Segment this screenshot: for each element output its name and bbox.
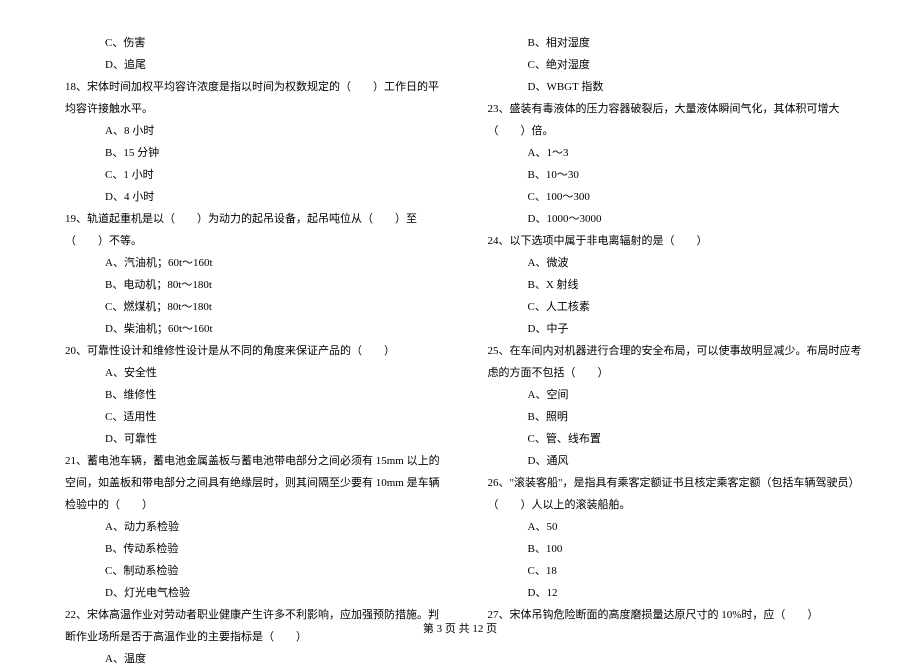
q22-option-a: A、温度 [55,648,443,670]
q25-option-a: A、空间 [478,384,866,406]
q22-option-d: D、WBGT 指数 [478,76,866,98]
q22-option-c: C、绝对湿度 [478,54,866,76]
q19-option-d: D、柴油机；60t～160t [55,318,443,340]
q22-option-b: B、相对湿度 [478,32,866,54]
q23-option-b: B、10～30 [478,164,866,186]
q20-option-b: B、维修性 [55,384,443,406]
q18-option-c: C、1 小时 [55,164,443,186]
q20-text: 20、可靠性设计和维修性设计是从不同的角度来保证产品的（ ） [55,340,443,362]
q23-text: 23、盛装有毒液体的压力容器破裂后，大量液体瞬间气化，其体积可增大（ ）倍。 [478,98,866,142]
q18-option-b: B、15 分钟 [55,142,443,164]
q24-option-d: D、中子 [478,318,866,340]
q25-option-b: B、照明 [478,406,866,428]
left-column: C、伤害 D、追尾 18、宋体时间加权平均容许浓度是指以时间为权数规定的（ ）工… [55,32,443,670]
q20-option-a: A、安全性 [55,362,443,384]
q26-option-b: B、100 [478,538,866,560]
q24-option-c: C、人工核素 [478,296,866,318]
right-column: B、相对湿度 C、绝对湿度 D、WBGT 指数 23、盛装有毒液体的压力容器破裂… [478,32,866,670]
q23-option-c: C、100～300 [478,186,866,208]
q26-option-a: A、50 [478,516,866,538]
q19-option-a: A、汽油机；60t～160t [55,252,443,274]
q17-option-c: C、伤害 [55,32,443,54]
q21-option-c: C、制动系检验 [55,560,443,582]
q26-option-d: D、12 [478,582,866,604]
q21-option-a: A、动力系检验 [55,516,443,538]
q25-option-c: C、管、线布置 [478,428,866,450]
q24-option-b: B、X 射线 [478,274,866,296]
q25-option-d: D、通风 [478,450,866,472]
q18-option-d: D、4 小时 [55,186,443,208]
q20-option-d: D、可靠性 [55,428,443,450]
q20-option-c: C、适用性 [55,406,443,428]
q24-option-a: A、微波 [478,252,866,274]
q21-option-d: D、灯光电气检验 [55,582,443,604]
q17-option-d: D、追尾 [55,54,443,76]
q26-option-c: C、18 [478,560,866,582]
q21-option-b: B、传动系检验 [55,538,443,560]
q19-option-b: B、电动机；80t～180t [55,274,443,296]
page-content: C、伤害 D、追尾 18、宋体时间加权平均容许浓度是指以时间为权数规定的（ ）工… [0,0,920,670]
q18-option-a: A、8 小时 [55,120,443,142]
q18-text: 18、宋体时间加权平均容许浓度是指以时间为权数规定的（ ）工作日的平均容许接触水… [55,76,443,120]
q21-text: 21、蓄电池车辆，蓄电池金属盖板与蓄电池带电部分之间必须有 15mm 以上的空间… [55,450,443,516]
q26-text: 26、"滚装客船"，是指具有乘客定额证书且核定乘客定额（包括车辆驾驶员）（ ）人… [478,472,866,516]
page-footer: 第 3 页 共 12 页 [0,620,920,636]
q25-text: 25、在车间内对机器进行合理的安全布局，可以使事故明显减少。布局时应考虑的方面不… [478,340,866,384]
q24-text: 24、以下选项中属于非电离辐射的是（ ） [478,230,866,252]
q19-option-c: C、燃煤机；80t～180t [55,296,443,318]
q23-option-d: D、1000～3000 [478,208,866,230]
q23-option-a: A、1～3 [478,142,866,164]
q19-text: 19、轨道起重机是以（ ）为动力的起吊设备，起吊吨位从（ ）至（ ）不等。 [55,208,443,252]
